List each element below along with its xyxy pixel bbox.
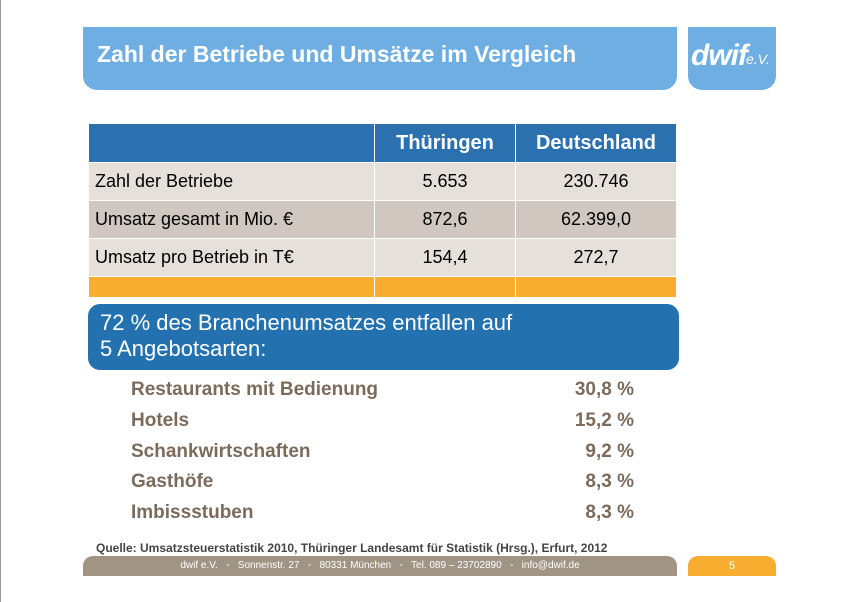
list-item: Hotels 15,2 % [131, 409, 634, 440]
item-value: 8,3 % [585, 471, 634, 493]
footer-cell [515, 276, 677, 298]
category-list: Restaurants mit Bedienung 30,8 % Hotels 15… [131, 378, 634, 532]
slide-title: Zahl der Betriebe und Umsätze im Verglei… [97, 41, 577, 67]
row-label: Zahl der Betriebe [88, 162, 375, 201]
cell: 5.653 [374, 162, 516, 201]
item-value: 30,8 % [574, 379, 634, 400]
item-label: Imbissstuben [131, 502, 254, 524]
item-label: Schankwirtschaften [131, 440, 311, 462]
highlight-line: 72 % des Branchenumsatzes entfallen auf [100, 310, 513, 335]
cell: 230.746 [515, 162, 677, 201]
list-item: Gasthöfe 8,3 % [131, 470, 634, 501]
page-number: 5 [688, 556, 776, 576]
list-item: Restaurants mit Bedienung 30,8 % [131, 378, 634, 409]
logo-brand: dwif [691, 39, 748, 72]
item-value: 8,3 % [585, 502, 634, 524]
item-value: 9,2 % [585, 440, 634, 462]
table-row: Umsatz gesamt in Mio. € 872,6 62.399,0 [88, 200, 677, 239]
slide-border [0, 0, 1, 602]
cell: 154,4 [374, 238, 516, 277]
footer-bar: dwif e.V. - Sonnenstr. 27 - 80331 Münche… [83, 556, 677, 576]
header-cell: Thüringen [374, 123, 516, 163]
comparison-table: Thüringen Deutschland Zahl der Betriebe … [88, 123, 677, 298]
header-cell: Deutschland [515, 123, 677, 163]
cell: 872,6 [374, 200, 516, 239]
row-label: Umsatz gesamt in Mio. € [88, 200, 375, 239]
source-note: Quelle: Umsatzsteuerstatistik 2010, Thür… [96, 541, 608, 555]
table-header-row: Thüringen Deutschland [88, 123, 677, 163]
highlight-box: 72 % des Branchenumsatzes entfallen auf … [88, 304, 679, 370]
logo-suffix: e.V. [746, 51, 770, 67]
item-label: Gasthöfe [131, 471, 214, 493]
header-cell [88, 123, 375, 163]
table-row: Umsatz pro Betrieb in T€ 154,4 272,7 [88, 238, 677, 277]
dwif-logo: dwif e.V. [688, 27, 776, 90]
cell: 272,7 [515, 238, 677, 277]
table-footer-row [88, 276, 677, 298]
table-row: Zahl der Betriebe 5.653 230.746 [88, 162, 677, 201]
item-value: 15,2 % [574, 409, 634, 431]
footer-cell [374, 276, 516, 298]
cell: 62.399,0 [515, 200, 677, 239]
list-item: Imbissstuben 8,3 % [131, 501, 634, 532]
highlight-line: 5 Angebotsarten: [100, 336, 267, 361]
list-item: Schankwirtschaften 9,2 % [131, 440, 634, 471]
row-label: Umsatz pro Betrieb in T€ [88, 238, 375, 277]
title-bar: Zahl der Betriebe und Umsätze im Verglei… [83, 27, 677, 90]
footer-cell [88, 276, 375, 298]
item-label: Restaurants mit Bedienung [131, 379, 379, 400]
item-label: Hotels [131, 409, 190, 431]
